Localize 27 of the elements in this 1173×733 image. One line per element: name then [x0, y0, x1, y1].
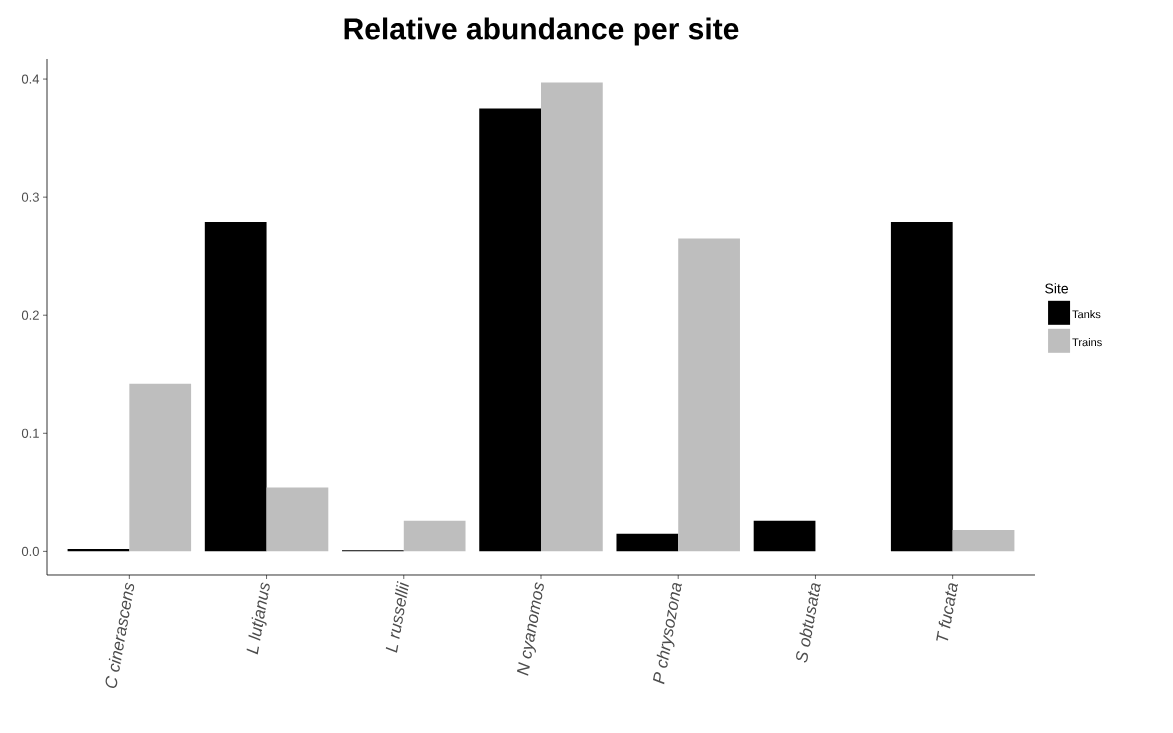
y-tick-label: 0.1	[21, 428, 39, 438]
x-tick-label: L lutjanus	[246, 582, 270, 655]
bar	[266, 487, 329, 552]
x-tick-label: N cyanomos	[516, 582, 544, 676]
legend-label: Trains	[1072, 338, 1102, 347]
bar	[890, 221, 953, 552]
bar	[204, 221, 267, 552]
x-tick-label: C cinerascens	[105, 582, 135, 688]
y-tick-label: 0.4	[21, 74, 40, 84]
bar	[952, 530, 1015, 552]
bar	[616, 533, 679, 552]
legend-title: Site	[1045, 283, 1069, 294]
bar	[541, 82, 603, 552]
legend-label: Tanks	[1072, 310, 1101, 319]
y-tick-label: 0.3	[21, 192, 39, 202]
bar	[129, 383, 192, 552]
y-tick-label: 0.2	[21, 310, 39, 320]
chart-title: Relative abundance per site	[344, 17, 739, 46]
bar	[479, 108, 541, 552]
bar	[678, 238, 740, 552]
y-tick-label: 0.0	[21, 546, 39, 556]
x-tick-label: P chrysozona	[653, 582, 682, 685]
bar	[403, 520, 466, 552]
bar	[753, 520, 816, 552]
x-tick-label: L russellii	[385, 581, 409, 653]
x-tick-label: S obtusata	[796, 583, 821, 663]
x-tick-label: T fucata	[936, 583, 958, 641]
